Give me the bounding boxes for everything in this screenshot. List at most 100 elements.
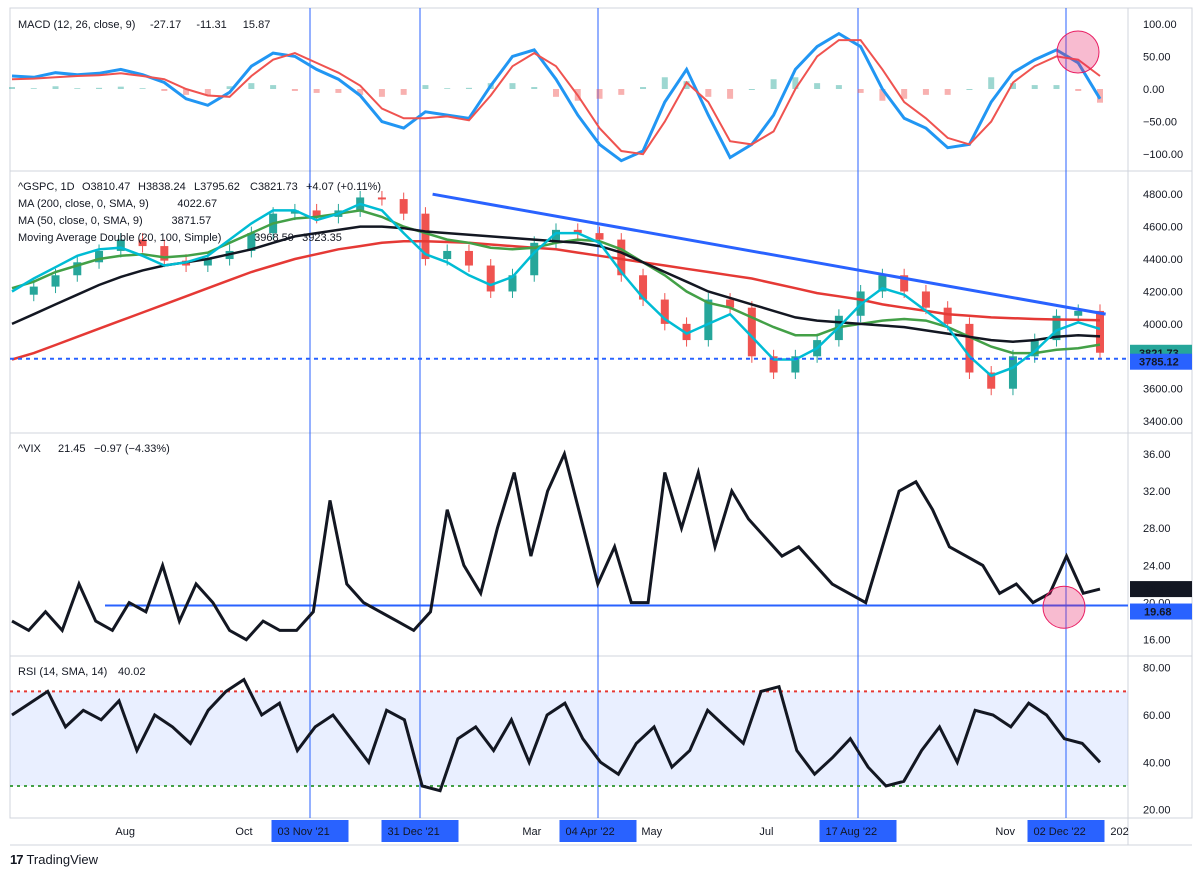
macd-histogram-bar [727,89,733,99]
time-axis-date-tag-label: 02 Dec '22 [1034,826,1086,838]
macd-legend-value: -11.31 [196,19,226,31]
spx-legend-open: O3810.47 [82,181,130,193]
macd-histogram-bar [836,85,842,89]
macd-histogram-bar [618,89,624,95]
y-axis-tick-label: 16.00 [1143,635,1171,647]
macd-histogram-bar [379,89,385,97]
y-axis-tick-label: 3600.00 [1143,384,1183,396]
macd-histogram-bar [1032,85,1038,89]
rsi-band [10,691,1128,786]
time-axis-label: Aug [115,826,135,838]
macd-histogram-bar [509,83,515,89]
price-candle [965,324,973,373]
price-candle [465,251,473,266]
macd-histogram-bar [553,89,559,97]
macd-histogram-bar [422,85,428,89]
price-candle [944,308,952,324]
macd-histogram-bar [444,88,450,89]
time-axis-label: Oct [235,826,252,838]
macd-legend-value: -27.17 [150,19,181,31]
macd-histogram-bar [53,86,59,89]
tradingview-logo-icon: 17 [10,852,22,867]
y-axis-tick-label: 100.00 [1143,19,1177,31]
indicator-legend-label: MA (200, close, 0, SMA, 9) [18,198,149,210]
y-axis-tick-label: −100.00 [1143,149,1183,161]
macd-histogram-bar [705,89,711,97]
macd-legend-title: MACD (12, 26, close, 9) [18,19,135,31]
price-candle [704,300,712,341]
tradingview-brand[interactable]: 17 TradingView [10,852,98,867]
time-axis-label: Mar [522,826,541,838]
y-axis-tick-label: 32.00 [1143,486,1171,498]
price-candle [596,233,604,239]
y-axis-tick-label: 3400.00 [1143,416,1183,428]
y-axis-tick-label: −50.00 [1143,117,1177,129]
indicator-legend-label: MA (50, close, 0, SMA, 9) [18,215,143,227]
y-axis-tick-label: 4400.00 [1143,254,1183,266]
macd-histogram-bar [292,89,298,91]
macd-histogram-bar [771,79,777,89]
rsi-legend-title: RSI (14, SMA, 14) [18,666,107,678]
y-axis-tick-label: 40.00 [1143,757,1171,769]
y-axis-tick-label: 80.00 [1143,663,1171,675]
macd-histogram-bar [814,83,820,89]
time-axis-label: May [641,826,662,838]
macd-histogram-bar [945,89,951,95]
vix-legend-title: ^VIX [18,443,42,455]
macd-histogram-bar [401,89,407,95]
macd-histogram-bar [314,89,320,93]
macd-histogram-bar [140,88,146,89]
price-candle [400,199,408,214]
price-candle [52,275,60,286]
y-axis-tick-label: 4800.00 [1143,189,1183,201]
spx-legend-low: L3795.62 [194,181,240,193]
macd-histogram-bar [118,87,124,89]
price-candle [1009,356,1017,388]
y-axis-tick-label: 24.00 [1143,560,1171,572]
price-candle [922,291,930,307]
macd-histogram-bar [966,89,972,90]
price-candle [378,197,386,199]
vix-legend-last: 21.45 [58,443,86,455]
macd-histogram-bar [640,87,646,89]
macd-histogram-bar [9,87,15,89]
y-axis-tick-label: 4600.00 [1143,222,1183,234]
vix-level-tag-label: 19.68 [1144,607,1172,619]
macd-histogram-bar [31,88,37,89]
y-axis-tick-label: 20.00 [1143,805,1171,817]
indicator-legend-value2: 3923.35 [302,232,342,244]
y-axis-tick-label: 60.00 [1143,710,1171,722]
price-candle [1096,311,1104,353]
spx-legend-close: C3821.73 [250,181,298,193]
price-candle [30,287,38,295]
vix-highlight-circle [1043,586,1085,628]
macd-histogram-bar [248,83,254,89]
macd-histogram-bar [1053,85,1059,89]
macd-histogram-bar [96,88,102,89]
macd-histogram-bar [74,88,80,89]
vix-legend-change: −0.97 (−4.33%) [94,443,170,455]
macd-histogram-bar [662,77,668,89]
time-axis-label: 202 [1110,826,1128,838]
vix-price-tag-label: 21.45 [1144,584,1172,596]
macd-histogram-bar [988,77,994,89]
price-candle [487,266,495,292]
y-axis-tick-label: 36.00 [1143,449,1171,461]
y-axis-tick-label: 28.00 [1143,523,1171,535]
macd-histogram-bar [858,89,864,93]
macd-histogram-bar [597,89,603,99]
time-axis-date-tag-label: 17 Aug '22 [826,826,878,838]
time-axis-date-tag-label: 03 Nov '21 [278,826,330,838]
macd-histogram-bar [749,89,755,90]
y-axis-tick-label: 4000.00 [1143,319,1183,331]
time-axis-label: Jul [759,826,773,838]
price-candle [1074,311,1082,316]
macd-histogram-bar [1075,89,1081,91]
ma200-line [12,241,1100,359]
macd-histogram-bar [335,89,341,93]
spx-legend-title: ^GSPC, 1D [18,181,75,193]
vix-line [12,454,1100,640]
macd-legend-value: 15.87 [243,19,271,31]
macd-histogram-bar [923,89,929,95]
